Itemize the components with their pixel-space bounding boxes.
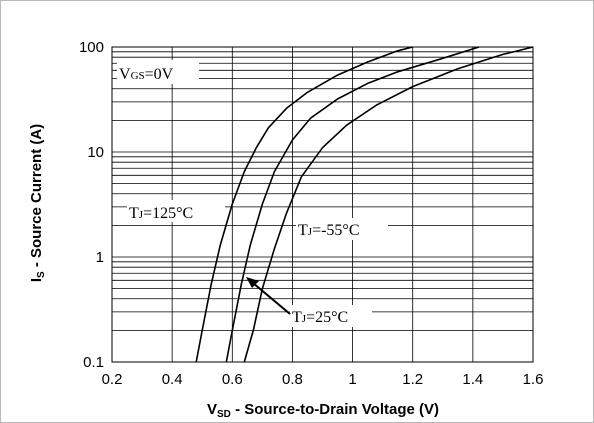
- t25-annotation: TJ=25°C: [292, 309, 348, 326]
- y-axis-title: IS - Source Current (A): [28, 124, 47, 282]
- t125-label-bg: [127, 200, 225, 222]
- vgs-label-bg: [117, 60, 199, 84]
- tick-labels: 0.2 0.4 0.6 0.8 1 1.2 1.4 1.6 0.1 1 10 100: [79, 39, 543, 388]
- x-axis-title: VSD - Source-to-Drain Voltage (V): [207, 401, 439, 420]
- y-tick-label: 10: [87, 144, 104, 161]
- tm55-annotation: TJ=-55°C: [298, 222, 359, 239]
- y-tick-label: 100: [79, 39, 104, 56]
- x-tick-label: 1.4: [462, 371, 483, 388]
- x-tick-label: 0.8: [282, 371, 303, 388]
- series-line-0: [195, 46, 413, 363]
- t25-arrow-head: [246, 277, 259, 288]
- plot-border: [111, 46, 534, 363]
- t25-arrow-line: [252, 282, 291, 315]
- x-tick-label: 0.2: [102, 371, 123, 388]
- y-tick-label: 1: [96, 249, 104, 266]
- x-tick-label: 0.6: [222, 371, 243, 388]
- t125-annotation: TJ=125°C: [129, 205, 193, 222]
- x-tick-label: 1: [348, 371, 356, 388]
- y-tick-label: 0.1: [83, 354, 104, 371]
- vgs-annotation: VGS=0V: [119, 66, 174, 83]
- series-line-2: [243, 46, 534, 363]
- series-lines: [195, 46, 534, 363]
- tm55-label-bg: [296, 218, 388, 240]
- series-line-1: [225, 46, 480, 363]
- x-tick-label: 1.2: [402, 371, 423, 388]
- x-tick-label: 1.6: [523, 371, 544, 388]
- t25-label-bg: [290, 305, 372, 327]
- x-tick-label: 0.4: [162, 371, 183, 388]
